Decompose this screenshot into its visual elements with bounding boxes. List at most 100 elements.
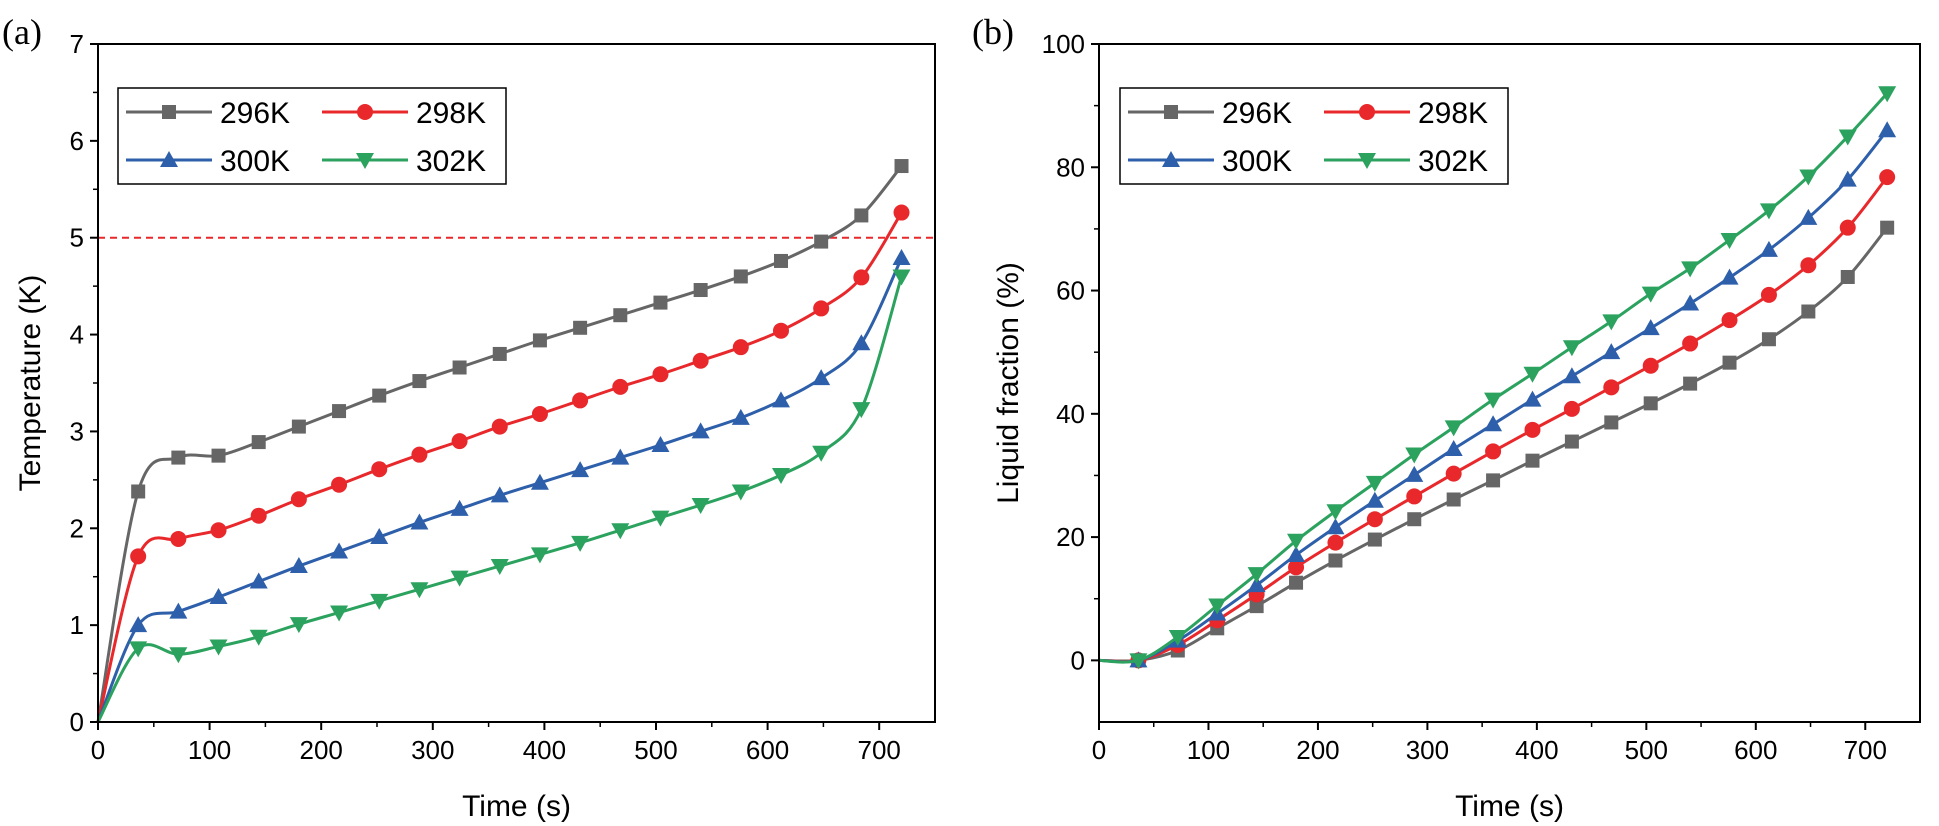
- data-point: [1365, 475, 1384, 492]
- data-point: [1444, 439, 1463, 456]
- x-axis-label: Time (s): [1455, 790, 1564, 823]
- legend-label: 298K: [1418, 97, 1488, 130]
- data-point: [611, 448, 630, 465]
- data-point: [332, 404, 347, 419]
- y-axis-label: Temperature (K): [14, 275, 47, 492]
- data-point: [1247, 567, 1266, 584]
- legend-label: 298K: [416, 97, 486, 130]
- data-point: [171, 450, 186, 465]
- data-point: [691, 498, 710, 515]
- y-tick-label: 60: [1056, 276, 1085, 306]
- legend-item: 296K: [1128, 97, 1292, 130]
- data-point: [653, 295, 668, 310]
- data-point: [129, 616, 148, 633]
- legend: 296K 298K 300K 302K: [117, 87, 507, 185]
- data-point: [1681, 261, 1700, 278]
- data-point: [1878, 121, 1897, 138]
- y-tick-label: 6: [70, 126, 84, 156]
- series-300K: [96, 249, 911, 723]
- data-point: [129, 641, 148, 658]
- y-tick-label: 20: [1056, 522, 1085, 552]
- data-point: [772, 322, 789, 339]
- data-point: [289, 557, 308, 574]
- y-tick-label: 2: [70, 513, 84, 543]
- data-point: [1486, 473, 1501, 488]
- y-tick-label: 3: [70, 416, 84, 446]
- data-point: [331, 476, 348, 493]
- data-point: [249, 572, 268, 589]
- panel-label: (b): [972, 12, 1014, 52]
- data-point: [1287, 545, 1306, 562]
- data-point: [1445, 465, 1462, 482]
- data-point: [169, 647, 188, 664]
- data-point: [1760, 286, 1777, 303]
- data-point: [209, 588, 228, 605]
- data-point: [854, 208, 869, 223]
- data-point: [1444, 420, 1463, 437]
- data-point: [812, 369, 831, 386]
- legend-marker: [162, 105, 176, 119]
- data-point: [731, 408, 750, 425]
- data-point: [892, 249, 911, 266]
- data-point: [1366, 511, 1383, 528]
- data-point: [1289, 575, 1304, 590]
- data-point: [490, 486, 509, 503]
- legend-label: 296K: [220, 97, 290, 130]
- data-point: [251, 435, 266, 450]
- data-point: [451, 433, 468, 450]
- x-tick-label: 500: [1625, 735, 1668, 765]
- data-point: [852, 402, 871, 419]
- x-tick-label: 500: [634, 735, 677, 765]
- data-point: [573, 320, 588, 335]
- data-point: [731, 484, 750, 501]
- data-point: [412, 374, 427, 389]
- data-point: [1407, 512, 1422, 527]
- legend-label: 300K: [1222, 145, 1292, 178]
- data-point: [330, 542, 349, 559]
- x-tick-label: 600: [1734, 735, 1777, 765]
- data-point: [1563, 400, 1580, 417]
- data-point: [1604, 415, 1619, 430]
- data-point: [491, 418, 508, 435]
- series-300K: [1098, 121, 1897, 668]
- data-point: [450, 499, 469, 516]
- y-tick-label: 5: [70, 223, 84, 253]
- data-point: [852, 334, 871, 351]
- x-tick-label: 300: [411, 735, 454, 765]
- data-point: [530, 473, 549, 490]
- data-point: [1288, 559, 1305, 576]
- x-tick-label: 0: [91, 735, 105, 765]
- data-point: [1484, 415, 1503, 432]
- data-point: [691, 422, 710, 439]
- x-axis-label: Time (s): [462, 790, 571, 823]
- data-point: [410, 513, 429, 530]
- data-point: [812, 445, 831, 462]
- legend-label: 302K: [416, 145, 486, 178]
- data-point: [1406, 488, 1423, 505]
- data-point: [1328, 553, 1343, 568]
- data-point: [1562, 340, 1581, 357]
- data-point: [1446, 492, 1461, 507]
- data-point: [450, 570, 469, 587]
- legend-marker: [1359, 104, 1375, 120]
- data-point: [130, 548, 147, 565]
- data-point: [1838, 170, 1857, 187]
- legend-box: [1119, 87, 1509, 185]
- data-point: [1799, 169, 1818, 186]
- data-point: [571, 535, 590, 552]
- data-point: [290, 491, 307, 508]
- data-point: [1681, 294, 1700, 311]
- data-point: [1643, 396, 1658, 411]
- data-point: [1365, 491, 1384, 508]
- data-point: [1523, 366, 1542, 383]
- data-point: [289, 617, 308, 634]
- data-point: [492, 346, 507, 361]
- x-tick-label: 600: [746, 735, 789, 765]
- data-point: [1801, 304, 1816, 319]
- legend-marker: [356, 153, 374, 169]
- data-point: [1602, 314, 1621, 331]
- data-point: [1287, 533, 1306, 550]
- series-298K: [96, 204, 910, 723]
- data-point: [771, 468, 790, 485]
- x-tick-label: 100: [188, 735, 231, 765]
